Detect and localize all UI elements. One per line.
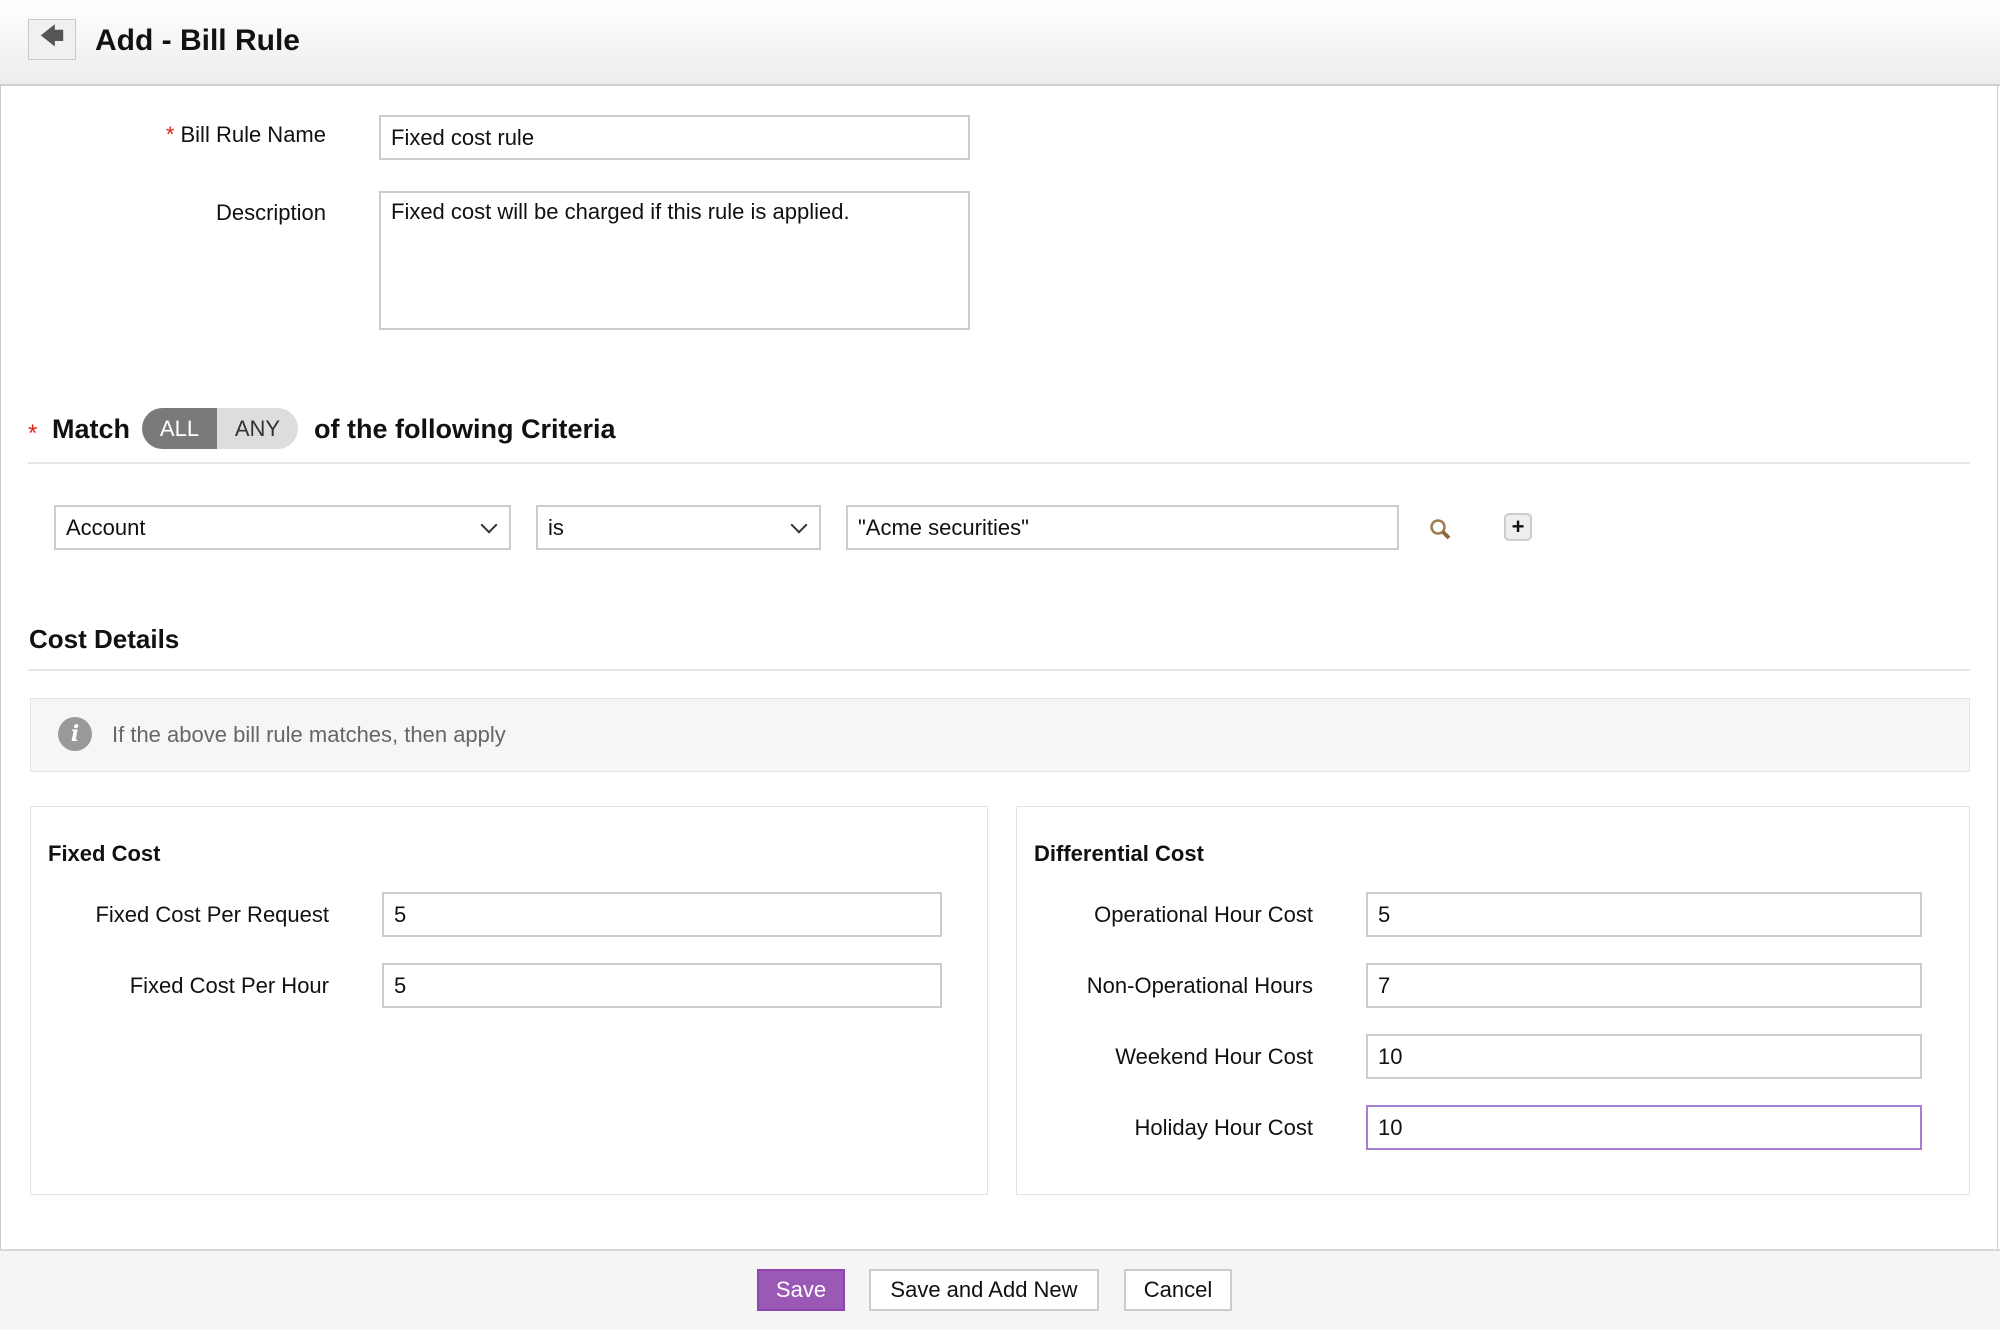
match-toggle[interactable]: ALL ANY [142,408,298,449]
page-title: Add - Bill Rule [95,24,300,57]
info-icon: i [58,717,92,751]
criteria-field-select[interactable]: Account [54,505,511,550]
holiday-hour-cost-input[interactable]: 10 [1366,1105,1922,1150]
cancel-button[interactable]: Cancel [1124,1269,1232,1311]
info-text: If the above bill rule matches, then app… [112,722,506,747]
required-mark: * [28,420,38,447]
operational-hour-cost-input[interactable]: 5 [1366,892,1922,937]
match-label: Match [52,414,131,444]
differential-cost-title: Differential Cost [1034,841,1204,866]
fixed-cost-per-hour-label: Fixed Cost Per Hour [129,973,329,998]
field-value: Account [66,514,146,540]
arrow-left-icon: 🡄 [39,23,65,50]
non-operational-hours-label: Non-Operational Hours [1086,973,1313,998]
fixed-cost-per-request-label: Fixed Cost Per Request [95,902,329,927]
chevron-down-icon [790,516,808,533]
page-header [0,0,2000,86]
required-mark: * [165,122,175,147]
operational-hour-cost-label: Operational Hour Cost [1094,902,1313,927]
chevron-down-icon [480,516,498,533]
description-label: Description [215,200,326,225]
criteria-operator-select[interactable]: is [536,505,821,550]
fixed-cost-per-hour-input[interactable]: 5 [382,963,942,1008]
operator-value: is [548,514,564,540]
description-textarea[interactable]: Fixed cost will be charged if this rule … [379,191,970,330]
match-any-option[interactable]: ANY [217,408,298,449]
info-box [30,698,1970,772]
add-criteria-button[interactable]: + [1504,513,1532,541]
save-button[interactable]: Save [757,1269,845,1311]
non-operational-hours-input[interactable]: 7 [1366,963,1922,1008]
weekend-hour-cost-input[interactable]: 10 [1366,1034,1922,1079]
back-button[interactable]: 🡄 [28,19,76,60]
fixed-cost-per-request-input[interactable]: 5 [382,892,942,937]
fixed-cost-title: Fixed Cost [48,841,161,866]
divider [28,669,1970,671]
match-all-option[interactable]: ALL [142,408,217,449]
holiday-hour-cost-label: Holiday Hour Cost [1134,1115,1313,1140]
cost-details-title: Cost Details [29,624,180,654]
bill-rule-name-input[interactable]: Fixed cost rule [379,115,970,160]
search-icon[interactable] [1428,517,1454,543]
save-and-add-new-button[interactable]: Save and Add New [869,1269,1099,1311]
label-text: Bill Rule Name [180,122,327,147]
divider [28,462,1970,464]
bill-rule-name-label: * Bill Rule Name [100,122,326,148]
criteria-suffix: of the following Criteria [314,414,616,444]
weekend-hour-cost-label: Weekend Hour Cost [1115,1044,1313,1069]
criteria-value-input[interactable]: "Acme securities" [846,505,1399,550]
